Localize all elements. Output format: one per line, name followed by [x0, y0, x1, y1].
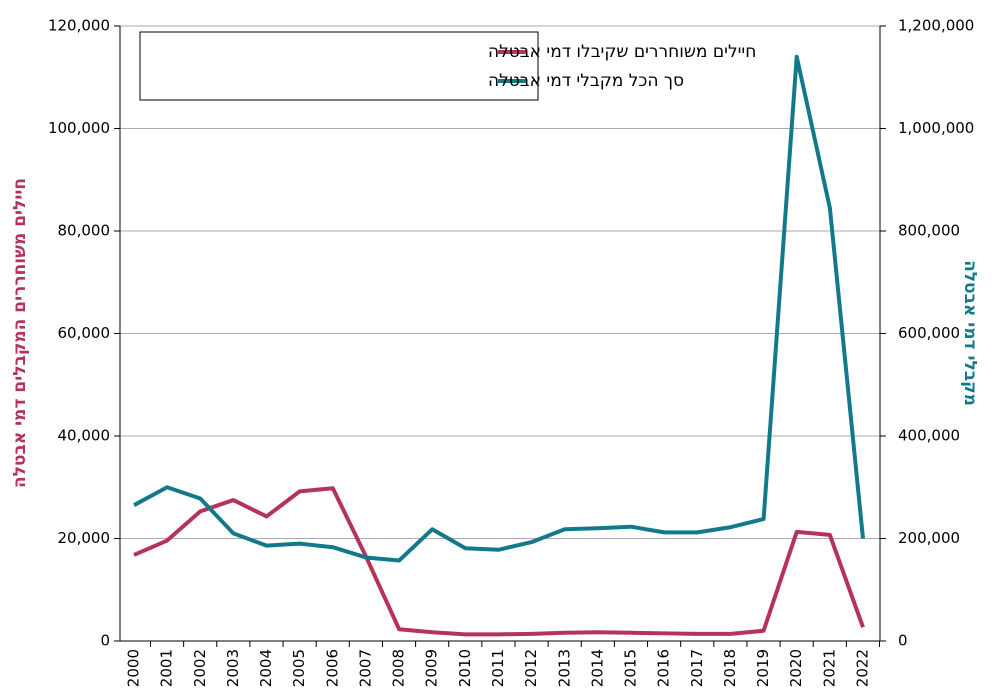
- x-tick-label: 2010: [456, 649, 474, 687]
- y2-tick-label: 200,000: [898, 529, 960, 547]
- y2-axis-title: מקבלי דמי אבטלה: [960, 260, 980, 406]
- x-tick-label: 2008: [390, 649, 408, 687]
- x-tick-label: 2002: [191, 649, 209, 687]
- y2-tick-label: 1,000,000: [898, 119, 974, 137]
- x-tick-label: 2014: [588, 649, 606, 687]
- y2-tick-label: 1,200,000: [898, 17, 974, 35]
- x-tick-label: 2020: [787, 649, 805, 687]
- series-line: [133, 54, 865, 563]
- x-tick-label: 2017: [688, 649, 706, 687]
- x-tick-label: 2000: [125, 649, 143, 687]
- series-line: [133, 486, 865, 637]
- y-tick-label: 100,000: [48, 119, 110, 137]
- legend-label: סך הכל מקבלי דמי אבטלה: [488, 71, 684, 91]
- x-tick-label: 2015: [622, 649, 640, 687]
- x-tick-label: 2016: [655, 649, 673, 687]
- y2-tick-label: 600,000: [898, 324, 960, 342]
- x-tick-label: 2013: [555, 649, 573, 687]
- x-tick-label: 2009: [423, 649, 441, 687]
- x-tick-label: 2006: [323, 649, 341, 687]
- x-tick-label: 2012: [522, 649, 540, 687]
- x-tick-label: 2001: [158, 649, 176, 687]
- x-tick-label: 2007: [356, 649, 374, 687]
- x-tick-label: 2003: [224, 649, 242, 687]
- y-tick-label: 0: [100, 632, 110, 650]
- y-tick-label: 120,000: [48, 17, 110, 35]
- y-tick-label: 40,000: [58, 427, 111, 445]
- x-tick-label: 2022: [854, 649, 872, 687]
- x-tick-label: 2011: [489, 649, 507, 687]
- x-tick-label: 2005: [290, 649, 308, 687]
- y-tick-label: 60,000: [58, 324, 111, 342]
- legend-label: חיילים משוחררים שקיבלו דמי אבטלה: [488, 42, 756, 62]
- y2-tick-label: 0: [898, 632, 908, 650]
- y-axis-title: חיילים משוחררים המקבלים דמי אבטלה: [10, 178, 30, 488]
- y2-tick-label: 400,000: [898, 427, 960, 445]
- legend-box: [139, 31, 539, 101]
- x-tick-label: 2018: [721, 649, 739, 687]
- x-tick-label: 2019: [754, 649, 772, 687]
- x-tick-label: 2021: [820, 649, 838, 687]
- y2-tick-label: 800,000: [898, 222, 960, 240]
- x-tick-label: 2004: [257, 649, 275, 687]
- y-tick-label: 80,000: [58, 222, 111, 240]
- y-tick-label: 20,000: [58, 529, 111, 547]
